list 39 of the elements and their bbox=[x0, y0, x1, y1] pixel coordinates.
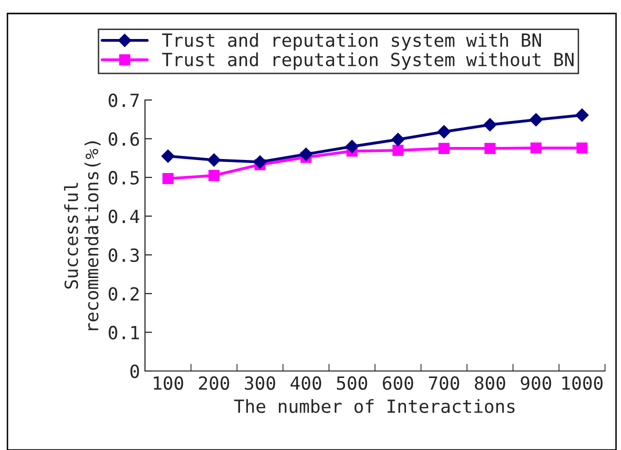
x-tick-label: 600 bbox=[382, 376, 414, 390]
y-axis-title: Successful recommendations(%) bbox=[64, 141, 101, 330]
y-tick-label: 0.4 bbox=[108, 210, 140, 224]
point bbox=[483, 118, 497, 132]
point bbox=[208, 170, 220, 182]
x-tick-label: 1000 bbox=[562, 376, 603, 390]
y-tick-label: 0.7 bbox=[108, 94, 139, 108]
x-tick-label: 300 bbox=[244, 376, 276, 390]
point bbox=[529, 113, 543, 126]
point bbox=[484, 142, 496, 154]
point bbox=[253, 155, 267, 169]
legend-label: Trust and reputation System without BN bbox=[162, 52, 574, 70]
y-tick-label: 0.3 bbox=[108, 248, 139, 262]
point bbox=[207, 153, 221, 167]
y-tick-label: 0.5 bbox=[108, 170, 139, 185]
legend-label: Trust and reputation system with BN bbox=[162, 32, 541, 50]
point bbox=[576, 142, 588, 154]
x-tick-label: 700 bbox=[428, 376, 460, 390]
x-tick-label: 200 bbox=[199, 376, 230, 390]
point bbox=[530, 142, 542, 154]
point bbox=[162, 173, 174, 184]
point bbox=[299, 148, 313, 161]
x-tick-label: 800 bbox=[474, 376, 506, 390]
x-tick-label: 100 bbox=[154, 376, 184, 390]
point bbox=[391, 132, 405, 146]
y-tick-label: 0.2 bbox=[108, 287, 139, 301]
y-tick-label: 0 bbox=[130, 364, 139, 378]
x-tick-label: 900 bbox=[520, 376, 552, 390]
point bbox=[438, 142, 450, 154]
point bbox=[392, 144, 404, 156]
y-tick-label: 0.1 bbox=[108, 326, 139, 340]
x-tick-label: 500 bbox=[336, 376, 368, 390]
x-tick-label: 400 bbox=[290, 376, 322, 390]
point bbox=[437, 125, 451, 138]
point bbox=[575, 108, 589, 122]
x-axis-title: The number of Interactions bbox=[234, 399, 515, 414]
point bbox=[345, 140, 359, 154]
y-tick-label: 0.6 bbox=[108, 132, 139, 146]
point bbox=[161, 150, 175, 163]
